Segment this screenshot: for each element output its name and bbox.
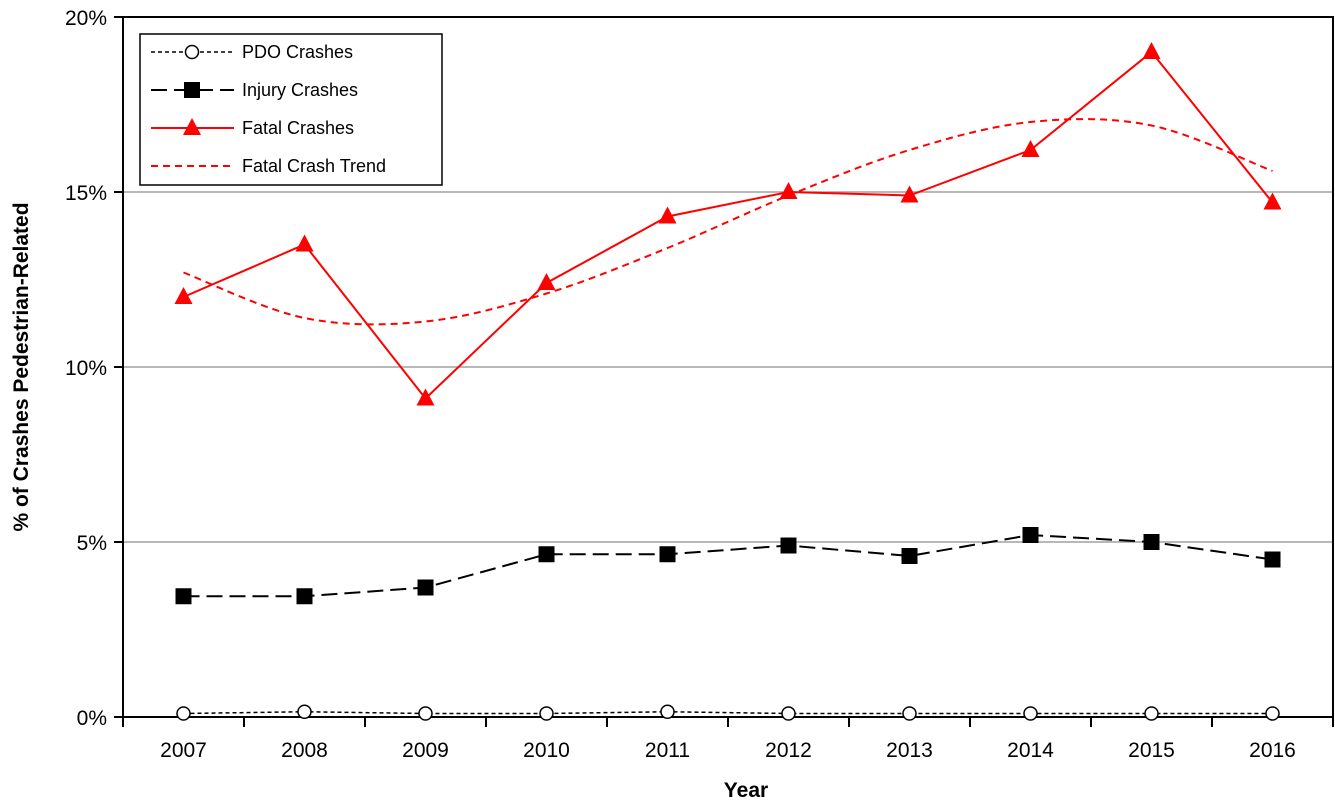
x-tick-label-2013: 2013 [886,739,933,762]
point-pdo-crashes-2008 [298,705,311,718]
point-pdo-crashes-2011 [661,705,674,718]
point-injury-crashes-2009 [418,580,434,596]
point-fatal-crashes-2014 [1022,140,1040,157]
point-injury-crashes-2011 [660,546,676,562]
point-pdo-crashes-2014 [1024,707,1037,720]
point-pdo-crashes-2012 [782,707,795,720]
point-fatal-crashes-2010 [538,273,556,290]
series-line-pdo-crashes [184,712,1273,714]
y-axis-title: % of Crashes Pedestrian-Related [10,202,33,531]
point-fatal-crashes-2007 [175,287,193,304]
y-tick-label-3: 15% [65,182,107,205]
x-tick-label-2014: 2014 [1007,739,1054,762]
y-tick-label-4: 20% [65,7,107,30]
y-tick-label-1: 5% [77,532,107,555]
legend-label-injury-crashes: Injury Crashes [242,80,358,100]
y-axis-ticks: 0% 5% 10% 15% 20% [65,7,123,730]
point-injury-crashes-2008 [297,588,313,604]
point-fatal-crashes-2008 [296,235,314,252]
series-injury-crashes [176,527,1281,604]
x-tick-label-2010: 2010 [523,739,570,762]
point-pdo-crashes-2009 [419,707,432,720]
point-injury-crashes-2016 [1265,552,1281,568]
x-tick-label-2009: 2009 [402,739,449,762]
point-injury-crashes-2014 [1023,527,1039,543]
point-fatal-crashes-2015 [1143,42,1161,59]
point-injury-crashes-2007 [176,588,192,604]
x-axis-ticks: 2007 2008 2009 2010 2011 2012 2013 2014 2015 2016 [123,717,1333,762]
series-line-injury-crashes [184,535,1273,596]
x-tick-label-2008: 2008 [281,739,328,762]
point-pdo-crashes-2016 [1266,707,1279,720]
x-tick-label-2012: 2012 [765,739,812,762]
x-tick-label-2011: 2011 [645,739,690,762]
legend-label-fatal-crashes: Fatal Crashes [242,118,354,138]
legend-marker-injury-crashes [184,82,200,98]
legend: PDO Crashes Injury Crashes Fatal Crashes Fa… [140,34,442,185]
y-tick-label-0: 0% [77,707,107,730]
x-tick-label-2015: 2015 [1128,739,1175,762]
point-pdo-crashes-2010 [540,707,553,720]
point-injury-crashes-2013 [902,548,918,564]
point-pdo-crashes-2007 [177,707,190,720]
point-injury-crashes-2012 [781,538,797,554]
legend-label-fatal-crash-trend: Fatal Crash Trend [242,156,386,176]
x-tick-label-2016: 2016 [1249,739,1296,762]
x-axis-title: Year [724,779,768,802]
point-pdo-crashes-2013 [903,707,916,720]
point-injury-crashes-2010 [539,546,555,562]
y-tick-label-2: 10% [65,357,107,380]
point-pdo-crashes-2015 [1145,707,1158,720]
legend-marker-pdo-crashes [186,46,199,59]
x-tick-label-2007: 2007 [160,739,207,762]
point-fatal-crashes-2012 [780,182,798,199]
legend-label-pdo-crashes: PDO Crashes [242,42,353,62]
point-injury-crashes-2015 [1144,534,1160,550]
